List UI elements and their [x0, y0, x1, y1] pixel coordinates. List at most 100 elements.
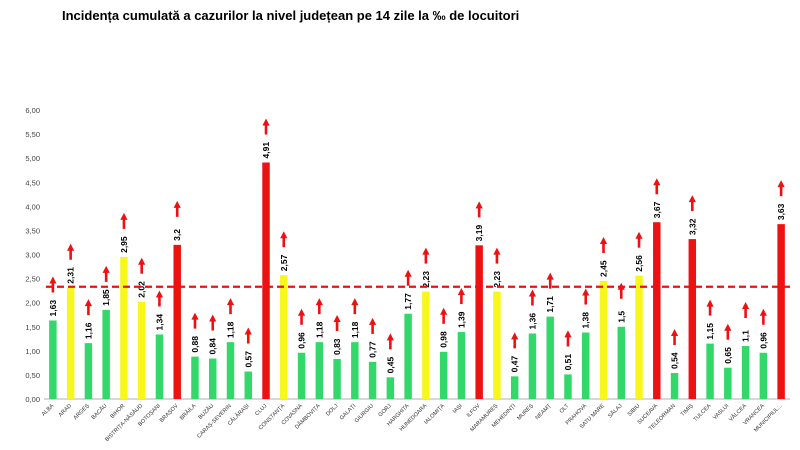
bar [599, 280, 608, 399]
x-tick-label: OLT [559, 403, 571, 415]
data-label: 1,85 [101, 289, 111, 306]
up-arrow-icon [351, 298, 359, 315]
up-arrow-icon [564, 330, 572, 347]
x-tick-label: CLUJ [254, 403, 268, 417]
up-arrow-icon [315, 298, 323, 315]
up-arrow-icon [422, 247, 430, 264]
up-arrow-icon [226, 298, 235, 315]
data-label: 1,38 [581, 312, 591, 329]
data-label: 0,54 [670, 352, 680, 369]
data-label: 2,56 [634, 255, 644, 272]
bar [564, 374, 572, 399]
data-label: 0,45 [385, 357, 395, 374]
y-tick-label: 4,00 [25, 202, 40, 211]
bar [66, 287, 75, 399]
data-label: 0,83 [332, 338, 342, 355]
x-tick-label: ILFOV [466, 403, 482, 419]
bar [777, 224, 785, 399]
up-arrow-icon [670, 328, 679, 345]
up-arrow-icon [653, 178, 661, 195]
bar [706, 343, 714, 399]
bar [439, 351, 448, 399]
up-arrow-icon [138, 257, 146, 274]
bar [120, 256, 128, 399]
up-arrow-icon [493, 247, 501, 264]
bar [670, 372, 679, 399]
up-arrow-icon [333, 315, 341, 332]
up-arrow-icon [262, 118, 270, 135]
data-label: 0,77 [368, 341, 378, 358]
bar [244, 371, 252, 399]
x-tick-label: GIURGIU [354, 403, 375, 424]
data-label: 0,84 [208, 338, 218, 355]
bar [191, 356, 199, 399]
y-tick-label: 6,00 [25, 106, 40, 115]
x-tick-label: BRĂILA [178, 402, 197, 421]
up-arrow-icon [599, 236, 608, 253]
bar [457, 332, 466, 399]
up-arrow-icon [635, 231, 643, 248]
data-label: 1,16 [83, 322, 93, 339]
y-tick-label: 5,00 [25, 154, 40, 163]
bar [724, 367, 732, 399]
up-arrow-icon [475, 201, 483, 218]
data-label: 0,47 [510, 356, 520, 373]
data-label: 1,39 [456, 311, 466, 328]
up-arrow-icon [49, 276, 57, 293]
up-arrow-icon [582, 288, 590, 305]
bar [49, 320, 57, 399]
x-tick-label: BIHOR [110, 403, 127, 420]
bar [262, 162, 270, 399]
x-tick-label: ALBA [41, 403, 56, 418]
data-label: 0,96 [297, 332, 307, 349]
bar [653, 222, 661, 399]
up-arrow-icon [404, 269, 412, 286]
data-label: 1,77 [403, 293, 413, 310]
up-arrow-icon [440, 307, 448, 324]
bar [280, 275, 288, 399]
up-arrow-icon [67, 243, 75, 260]
y-tick-label: 2,50 [25, 275, 40, 284]
up-arrow-icon [297, 308, 306, 325]
x-tick-label: SĂLAJ [607, 402, 624, 419]
up-arrow-icon [280, 231, 288, 248]
data-label: 0,96 [758, 332, 768, 349]
x-tick-label: IAȘI [452, 403, 464, 415]
up-arrow-icon [688, 195, 696, 212]
up-arrow-icon [777, 180, 785, 197]
up-arrow-icon [706, 299, 714, 316]
bar [759, 352, 768, 399]
data-label: 3,67 [652, 201, 662, 218]
data-label: 3,32 [687, 218, 697, 235]
data-label: 1,71 [545, 296, 555, 313]
up-arrow-icon [368, 317, 377, 334]
bar [528, 333, 537, 399]
data-label: 3,2 [172, 229, 182, 241]
bar [209, 358, 217, 399]
y-tick-label: 1,00 [25, 347, 40, 356]
data-label: 3,63 [776, 203, 786, 220]
bar [582, 332, 590, 399]
x-tick-label: SIBIU [627, 403, 642, 418]
bar [368, 361, 377, 399]
bar [404, 313, 412, 399]
bar [137, 301, 146, 399]
x-tick-label: GORJ [378, 403, 393, 418]
up-arrow-icon [84, 299, 93, 316]
data-label: 1,18 [350, 321, 360, 338]
x-tick-label: DOLJ [325, 403, 339, 417]
x-tick-label: NEAMȚ [535, 403, 553, 421]
bar [155, 334, 164, 399]
up-arrow-icon [120, 212, 128, 229]
up-arrow-icon [741, 302, 750, 319]
x-tick-label: TULCEA [693, 403, 713, 423]
bar [333, 359, 341, 399]
data-label: 2,95 [119, 236, 129, 253]
data-label: 3,19 [474, 225, 484, 242]
bar [84, 343, 93, 399]
bar [475, 245, 483, 399]
bar [226, 342, 235, 399]
up-arrow-icon [191, 312, 199, 329]
data-label: 1,1 [741, 330, 751, 342]
